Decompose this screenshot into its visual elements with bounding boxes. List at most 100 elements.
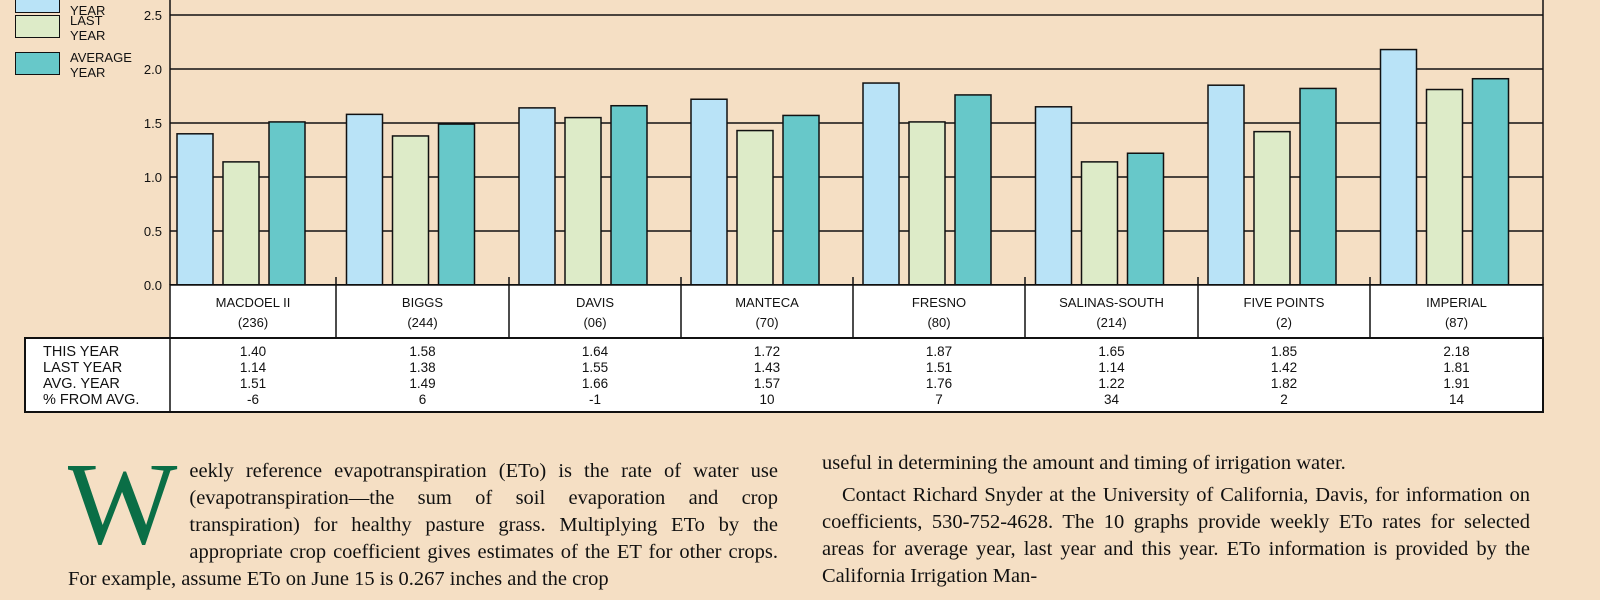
table-cell-value: 2 xyxy=(1280,392,1288,407)
table-cell-value: 1.57 xyxy=(754,376,780,391)
table-cell-value: 1.91 xyxy=(1443,376,1469,391)
bar-last-year xyxy=(1425,88,1464,286)
table-cell-value: 1.85 xyxy=(1271,344,1297,359)
table-cell-value: 1.40 xyxy=(240,344,266,359)
table-cell-value: 1.87 xyxy=(926,344,952,359)
legend-label-last-year: LAST YEAR xyxy=(70,13,106,43)
bar-last-year xyxy=(736,129,774,286)
category-code-label: (236) xyxy=(238,315,268,330)
category-code-label: (87) xyxy=(1445,315,1468,330)
category-code-label: (06) xyxy=(583,315,606,330)
article-column-1: W eekly reference evapotranspiration (ET… xyxy=(68,458,778,600)
table-cell-value: 1.51 xyxy=(240,376,266,391)
bar-last-year xyxy=(391,135,430,286)
category-code-label: (244) xyxy=(407,315,437,330)
legend-swatch-average-year xyxy=(15,52,60,75)
legend-item-this-year: THIS YEAR xyxy=(15,0,165,18)
legend-item-last-year: LAST YEAR xyxy=(15,13,165,43)
table-cell-value: 34 xyxy=(1104,392,1120,407)
table-cell-value: 6 xyxy=(419,392,427,407)
article-col2-paragraph-1: useful in determining the amount and tim… xyxy=(822,452,1346,474)
category-code-label: (214) xyxy=(1096,315,1126,330)
bar-last-year xyxy=(1253,130,1291,286)
bar-average-year xyxy=(437,123,476,286)
category-name-label: FRESNO xyxy=(912,295,966,310)
y-tick-label: 2.5 xyxy=(144,8,162,23)
table-cell-value: 14 xyxy=(1449,392,1465,407)
category-name-label: IMPERIAL xyxy=(1426,295,1487,310)
table-cell-value: 10 xyxy=(759,392,774,407)
bar-average-year xyxy=(1126,152,1165,286)
table-cell-value: 1.49 xyxy=(409,376,435,391)
chart-legend: THIS YEAR LAST YEAR AVERAGE YEAR xyxy=(15,0,165,85)
bar-this-year xyxy=(862,82,900,286)
table-cell-value: 1.82 xyxy=(1271,376,1297,391)
table-row-label: % FROM AVG. xyxy=(43,392,139,408)
y-tick-label: 0.5 xyxy=(144,224,162,239)
bar-average-year xyxy=(954,94,992,286)
table-cell-value: 1.51 xyxy=(926,360,952,375)
bar-this-year xyxy=(1207,84,1245,286)
eto-bar-chart: 0.0 0.5 1.0 1.5 2.0 2.5 MACDOEL II (236) BIGGS (2… xyxy=(24,0,1544,413)
article-col1-text: eekly reference evapotranspiration (ETo)… xyxy=(68,460,778,590)
table-cell-value: 7 xyxy=(935,392,943,407)
article-column-2: useful in determining the amount and tim… xyxy=(822,450,1530,600)
legend-label-average-year: AVERAGE YEAR xyxy=(70,50,132,80)
bar-average-year xyxy=(782,114,820,286)
legend-swatch-last-year xyxy=(15,15,60,38)
table-row-label: THIS YEAR xyxy=(43,344,119,360)
table-cell-value: 1.43 xyxy=(754,360,780,375)
bar-average-year xyxy=(1471,77,1510,286)
bar-last-year xyxy=(564,116,602,286)
bar-average-year xyxy=(1299,87,1337,286)
data-table-box xyxy=(24,337,1544,413)
bar-last-year xyxy=(222,161,260,286)
category-name-label: MANTECA xyxy=(735,295,799,310)
category-code-label: (2) xyxy=(1276,315,1292,330)
category-name-label: BIGGS xyxy=(402,295,444,310)
legend-swatch-this-year xyxy=(15,0,60,13)
table-cell-value: 1.14 xyxy=(240,360,267,375)
table-cell-value: -1 xyxy=(589,392,601,407)
y-tick-label: 1.5 xyxy=(144,116,162,131)
drop-cap: W xyxy=(68,458,178,569)
category-label-area xyxy=(169,284,1544,339)
category-code-label: (80) xyxy=(927,315,950,330)
bar-this-year xyxy=(1034,106,1073,286)
y-tick-label: 2.0 xyxy=(144,62,162,77)
table-cell-value: 1.66 xyxy=(582,376,608,391)
category-name-label: SALINAS-SOUTH xyxy=(1059,295,1164,310)
bar-this-year xyxy=(345,113,384,286)
table-cell-value: 1.55 xyxy=(582,360,608,375)
table-cell-value: 1.38 xyxy=(409,360,435,375)
legend-item-average-year: AVERAGE YEAR xyxy=(15,50,165,80)
category-code-label: (70) xyxy=(755,315,778,330)
category-name-label: DAVIS xyxy=(576,295,614,310)
table-row-label: LAST YEAR xyxy=(43,360,122,376)
table-cell-value: 1.65 xyxy=(1098,344,1124,359)
bar-average-year xyxy=(610,104,648,286)
article-col2-paragraph-2: Contact Richard Snyder at the University… xyxy=(822,484,1530,587)
table-cell-value: 1.42 xyxy=(1271,360,1297,375)
bar-this-year xyxy=(176,133,214,286)
bar-this-year xyxy=(518,107,556,286)
bar-last-year xyxy=(1080,161,1119,286)
table-cell-value: 1.76 xyxy=(926,376,952,391)
bar-last-year xyxy=(908,121,946,286)
bar-this-year xyxy=(1379,48,1418,286)
table-cell-value: 1.64 xyxy=(582,344,609,359)
y-tick-label: 0.0 xyxy=(144,278,162,293)
table-cell-value: 2.18 xyxy=(1443,344,1469,359)
table-cell-value: 1.14 xyxy=(1098,360,1125,375)
table-row-label: AVG. YEAR xyxy=(43,376,120,392)
table-cell-value: 1.81 xyxy=(1443,360,1469,375)
table-cell-value: -6 xyxy=(247,392,259,407)
table-cell-value: 1.22 xyxy=(1098,376,1124,391)
y-tick-label: 1.0 xyxy=(144,170,162,185)
table-cell-value: 1.72 xyxy=(754,344,780,359)
bar-average-year xyxy=(268,121,306,286)
bar-this-year xyxy=(690,98,728,286)
legend-label-this-year: THIS YEAR xyxy=(70,0,106,18)
category-name-label: MACDOEL II xyxy=(216,295,291,310)
category-name-label: FIVE POINTS xyxy=(1244,295,1325,310)
